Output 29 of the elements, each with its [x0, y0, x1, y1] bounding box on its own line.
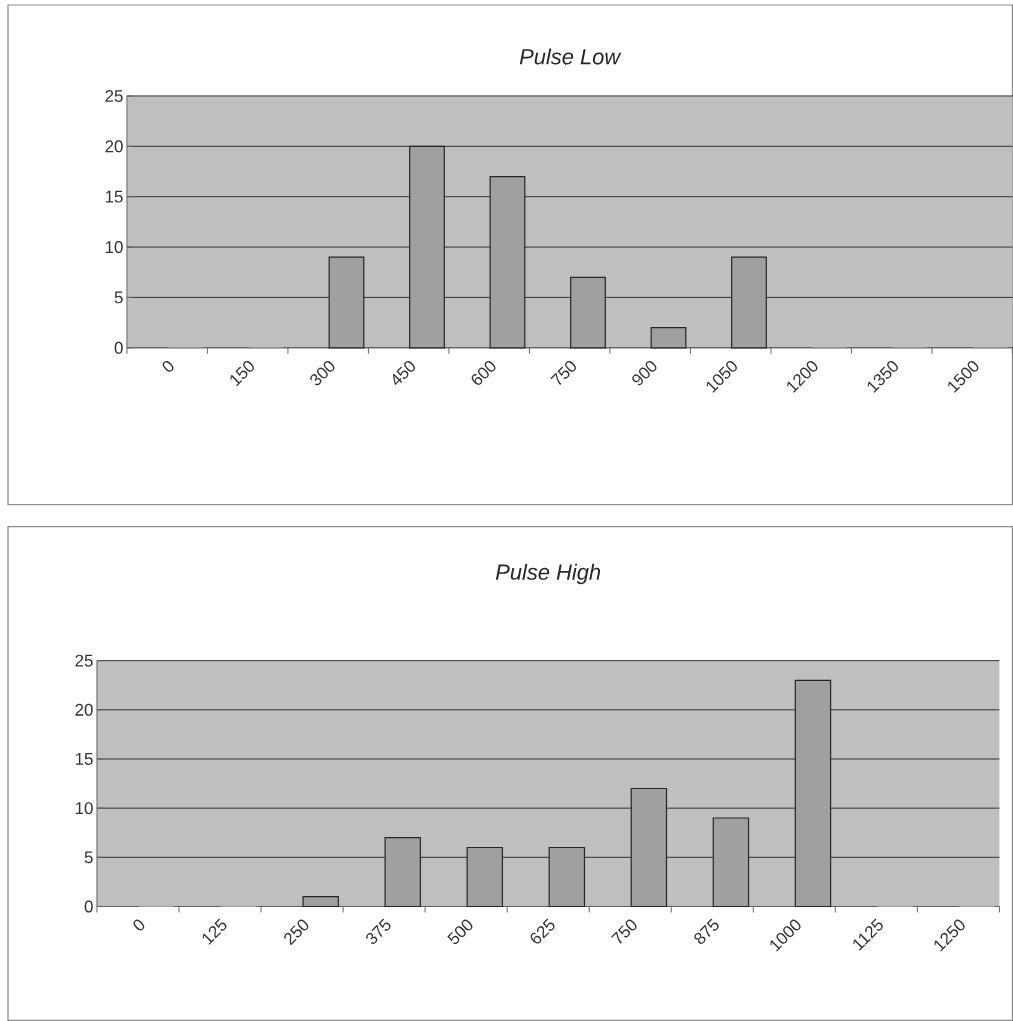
y-tick-label: 25	[75, 654, 93, 667]
chart-title: Pulse Low	[519, 48, 622, 65]
y-tick-label: 20	[105, 140, 123, 153]
x-tick-label: 750	[611, 919, 637, 944]
x-tick-label: 875	[694, 918, 719, 945]
x-tick-label: 250	[284, 919, 309, 946]
y-tick-label: 10	[75, 802, 93, 815]
x-tick-label: 300	[310, 360, 335, 386]
x-tick-label: 750	[550, 360, 576, 385]
y-tick-label: 5	[114, 291, 123, 304]
y-tick-label: 10	[105, 241, 123, 254]
y-tick-label: 0	[84, 900, 93, 913]
y-tick-label: 5	[84, 851, 93, 864]
x-tick-label: 0	[133, 919, 145, 931]
y-tick-label: 20	[75, 703, 93, 716]
x-tick-label: 125	[202, 918, 227, 945]
x-tick-label: 450	[392, 360, 415, 385]
x-tick-label: 375	[366, 918, 391, 945]
x-tick-label: 500	[447, 919, 473, 945]
x-tick-label: 150	[230, 360, 254, 387]
x-tick-label: 900	[632, 360, 657, 386]
x-tick-label: 625	[530, 918, 555, 944]
y-tick-label: 0	[114, 341, 123, 354]
y-tick-label: 15	[75, 753, 93, 765]
x-tick-label: 600	[471, 360, 496, 385]
x-tick-label: 0	[162, 360, 174, 372]
y-tick-label: 15	[105, 190, 123, 203]
chart-title: Pulse High	[495, 563, 601, 585]
y-tick-label: 25	[105, 89, 123, 102]
